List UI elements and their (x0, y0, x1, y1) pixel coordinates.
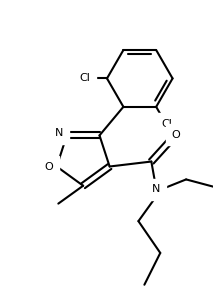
Text: Cl: Cl (80, 73, 91, 84)
Text: N: N (55, 128, 63, 139)
Text: O: O (172, 130, 181, 140)
Text: Cl: Cl (162, 119, 172, 129)
Text: O: O (44, 162, 53, 172)
Text: N: N (152, 184, 160, 194)
